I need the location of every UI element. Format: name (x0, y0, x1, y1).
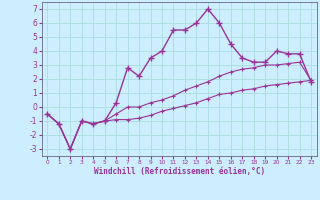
X-axis label: Windchill (Refroidissement éolien,°C): Windchill (Refroidissement éolien,°C) (94, 167, 265, 176)
